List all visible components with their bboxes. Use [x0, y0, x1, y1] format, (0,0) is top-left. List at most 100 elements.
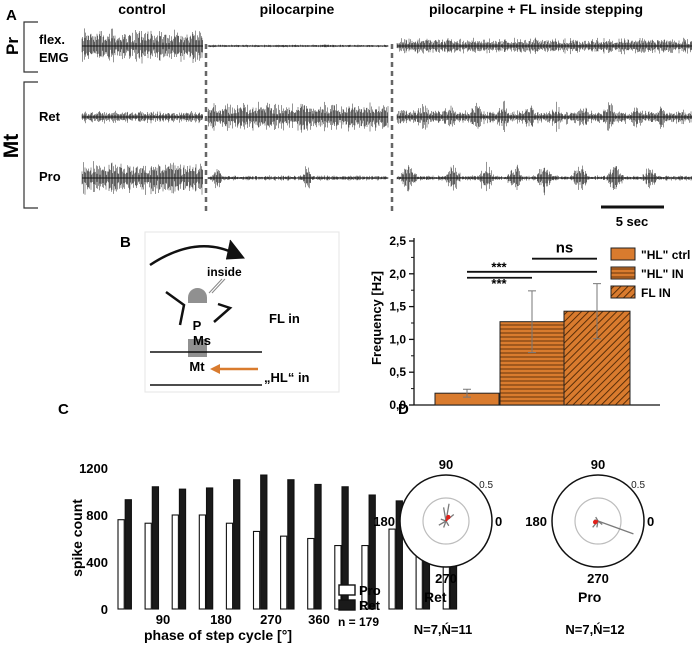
- legend-pro-swatch: [338, 584, 356, 596]
- polar-vector: [442, 507, 447, 522]
- spike-bar-pro: [307, 537, 315, 610]
- polar-plot-ret: 90 180 0 270 0.5 Ret N=7,Ń=11: [373, 457, 502, 637]
- spike-bar-ret: [124, 499, 132, 610]
- spike-bar-pro: [334, 544, 342, 610]
- trace-signal: [207, 166, 389, 189]
- spike-x-tick-label: 90: [156, 612, 170, 627]
- frequency-bars: [434, 283, 631, 406]
- frequency-legend-label: "HL" ctrl: [641, 248, 690, 262]
- frequency-significance: ******ns: [467, 240, 597, 291]
- panel-d-label: D: [398, 401, 409, 418]
- trace-signal: [207, 44, 389, 48]
- panel-a-label: A: [6, 7, 17, 24]
- spike-legend: Pro Ret n = 179: [338, 583, 381, 629]
- spike-y-tick-label: 1200: [79, 461, 108, 476]
- spike-y-tick-label: 0: [101, 602, 108, 617]
- polar-tick-270: 270: [435, 571, 457, 586]
- group-mt-label: Mt: [0, 134, 23, 159]
- spike-y-ticks: 0 400 800 1200: [79, 461, 108, 617]
- group-pr-label: Pr: [3, 37, 22, 55]
- polar-inner-circle: [574, 497, 622, 545]
- time-scale-label: 5 sec: [616, 214, 649, 229]
- schematic-frame: [144, 231, 340, 393]
- trace-ret-label: Ret: [39, 109, 61, 124]
- panel-b: B inside P Ms Mt FL in „HL“ in: [120, 231, 340, 393]
- polar-vector: [440, 518, 447, 522]
- leg-right: [213, 302, 233, 323]
- polar-tick-90: 90: [439, 457, 453, 472]
- spike-y-tick-label: 400: [86, 555, 108, 570]
- group-mt-bracket: [23, 81, 38, 209]
- spike-bar-ret: [205, 487, 214, 610]
- frequency-chart: Frequency [Hz] 0,00,51,01,52,02,5 ******…: [369, 234, 690, 412]
- frequency-y-tick-label: 1,5: [389, 300, 406, 314]
- frequency-y-tick-label: 1,0: [389, 332, 406, 346]
- mt-box: [186, 357, 209, 374]
- panel-d: D 90 180 0 270 0.5 Ret N=7,Ń=11 90 180 0 270 0.5 Pro…: [373, 401, 654, 637]
- hl-in-label: „HL“ in: [264, 370, 310, 385]
- polar-plot-footer: N=7,Ń=11: [414, 622, 473, 637]
- trace-signal: [81, 110, 203, 124]
- spike-x-tick-label: 270: [260, 612, 282, 627]
- spike-bar-ret: [233, 479, 241, 610]
- panel-b-label: B: [120, 234, 131, 251]
- polar-plots: 90 180 0 270 0.5 Ret N=7,Ń=11 90 180 0 270 0.5 Pro N=…: [373, 457, 654, 637]
- spike-x-axis-label: phase of step cycle [°]: [144, 627, 292, 643]
- leg-left: [165, 290, 186, 326]
- polar-plot-footer: N=7,Ń=12: [565, 622, 624, 637]
- polar-tick-0: 0: [647, 514, 654, 529]
- polar-tick-0: 0: [495, 514, 502, 529]
- fl-in-label: FL in: [269, 311, 300, 326]
- spike-y-tick-label: 800: [86, 508, 108, 523]
- stepping-arrowhead: [225, 239, 245, 260]
- trace-signal: [396, 37, 692, 55]
- frequency-legend-swatch: [610, 247, 636, 261]
- polar-mean-vector-head: [592, 519, 598, 525]
- frequency-y-tick-label: 2,5: [389, 234, 406, 248]
- neural-traces: [81, 28, 692, 196]
- spike-bar-ret: [287, 479, 295, 610]
- spike-count-chart: C spike count 0 400 800 1200 90 180 270 360 ph…: [58, 401, 458, 643]
- polar-vector: [443, 520, 447, 528]
- spike-bar-pro: [361, 544, 369, 610]
- polar-vector: [597, 520, 634, 535]
- frequency-y-axis-label: Frequency [Hz]: [369, 271, 384, 365]
- polar-plot-name: Pro: [578, 589, 601, 605]
- significance-label: ***: [491, 276, 507, 291]
- legend-ret-label: Ret: [359, 598, 381, 613]
- spike-x-tick-label: 180: [210, 612, 232, 627]
- panel-c-label: C: [58, 401, 69, 418]
- frequency-legend-swatch: [610, 266, 636, 280]
- inside-pointer-2: [208, 278, 223, 294]
- polar-tick-180: 180: [373, 514, 395, 529]
- trace-signal: [81, 28, 203, 64]
- frequency-legend-label: FL IN: [641, 286, 671, 300]
- hl-arrow-head: [210, 364, 220, 374]
- spike-bar-ret: [314, 483, 322, 610]
- frequency-y-tick-label: 0,0: [389, 398, 406, 412]
- polar-radius-label: 0.5: [479, 480, 493, 491]
- spike-bar-pro: [252, 530, 261, 610]
- polar-tick-180: 180: [525, 514, 547, 529]
- condition-control-title: control: [118, 1, 165, 17]
- trace-signal: [396, 100, 692, 132]
- frequency-legend-swatch: [610, 285, 636, 299]
- condition-pilocarpine-fl-title: pilocarpine + FL inside stepping: [429, 1, 643, 17]
- spike-bar-ret: [260, 474, 268, 610]
- segment-mt-label: Mt: [189, 359, 205, 374]
- polar-vector: [445, 520, 450, 527]
- group-pr-bracket: [23, 21, 38, 73]
- polar-inner-circle: [422, 497, 470, 545]
- polar-plot-name: Ret: [424, 589, 447, 605]
- spike-x-tick-label: 360: [308, 612, 330, 627]
- spike-bar-pro: [225, 522, 234, 610]
- legend-ret-swatch: [338, 599, 356, 611]
- spike-bar-ret: [151, 486, 160, 610]
- spike-bar-pro: [117, 519, 125, 610]
- spike-x-ticks: 90 180 270 360: [156, 612, 330, 627]
- legend-n-count: n = 179: [338, 615, 379, 629]
- segment-p-label: P: [193, 318, 202, 333]
- spike-bar-pro: [280, 535, 288, 610]
- legend-pro-label: Pro: [359, 583, 381, 598]
